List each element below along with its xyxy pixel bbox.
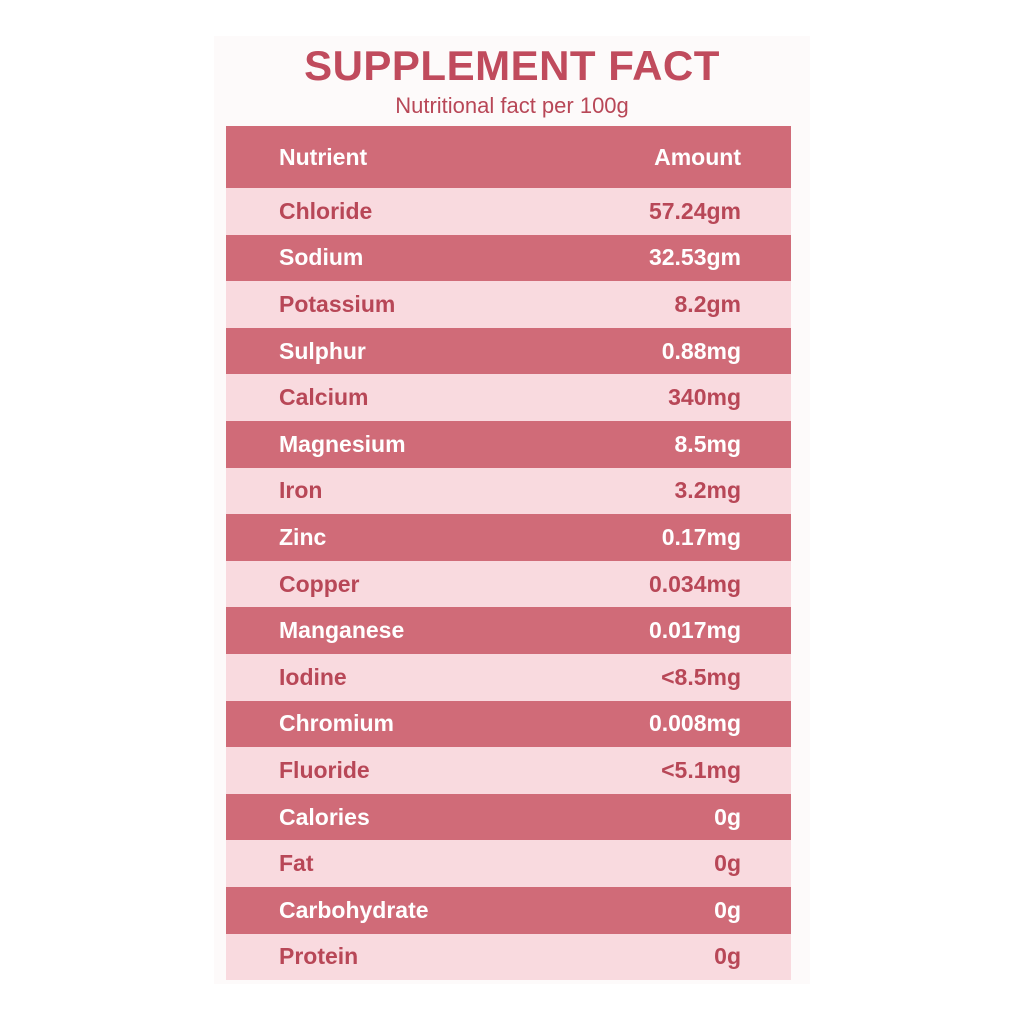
table-row: Protein 0g <box>226 933 791 981</box>
table-row: Zinc 0.17mg <box>226 514 791 561</box>
table-row: Chromium 0.008mg <box>226 700 791 748</box>
amount: 0g <box>714 943 741 970</box>
amount: <8.5mg <box>661 663 741 690</box>
amount: 0g <box>714 803 741 830</box>
nutrient: Iodine <box>279 663 347 690</box>
subtitle: Nutritional fact per 100g <box>395 93 629 118</box>
nutrient: Manganese <box>279 617 405 644</box>
amount: 3.2mg <box>674 477 741 504</box>
amount: 0g <box>714 896 741 923</box>
amount: <5.1mg <box>661 756 741 783</box>
table-row: Calories 0g <box>226 793 791 841</box>
table-row: Iodine <8.5mg <box>226 653 791 701</box>
nutrient: Calories <box>279 803 370 830</box>
amount: 0.008mg <box>648 710 741 737</box>
table-row: Chloride 57.24gm <box>226 188 791 235</box>
nutrient: Fat <box>279 850 314 877</box>
table-row: Carbohydrate 0g <box>226 886 791 934</box>
table-row: Calcium 340mg <box>226 374 791 421</box>
amount: 0.034mg <box>648 570 741 597</box>
amount: 32.53gm <box>648 244 741 271</box>
nutrient: Fluoride <box>279 756 370 783</box>
nutrient: Copper <box>279 570 360 597</box>
header-row: Nutrient Amount <box>226 126 791 188</box>
amount: 340mg <box>668 384 741 411</box>
amount: 8.2gm <box>674 290 741 317</box>
nutrient: Protein <box>279 943 359 970</box>
table-row: Sulphur 0.88mg <box>226 327 791 375</box>
nutrient: Magnesium <box>279 430 406 457</box>
nutrient: Zinc <box>279 523 327 550</box>
amount: 0.17mg <box>661 523 741 550</box>
amount: 8.5mg <box>674 430 741 457</box>
nutrient: Sulphur <box>279 337 366 364</box>
table-row: Fat 0g <box>226 840 791 887</box>
nutrient: Sodium <box>279 244 364 271</box>
nutrient: Chloride <box>279 197 373 224</box>
title: SUPPLEMENT FACT <box>304 42 720 89</box>
table-row: Magnesium 8.5mg <box>226 420 791 468</box>
amount: 0g <box>714 850 741 877</box>
nutrient: Potassium <box>279 290 396 317</box>
column-header: Amount <box>654 143 741 170</box>
table-row: Fluoride <5.1mg <box>226 747 791 794</box>
table-row: Potassium 8.2gm <box>226 281 791 328</box>
nutrient: Carbohydrate <box>279 896 429 923</box>
column-header: Nutrient <box>279 143 368 170</box>
nutrient: Iron <box>279 477 323 504</box>
table-row: Copper 0.034mg <box>226 560 791 608</box>
nutrient: Chromium <box>279 710 394 737</box>
facts-table: Nutrient Amount Chloride 57.24gm Sodium 32.53… <box>226 126 791 981</box>
amount: 0.017mg <box>648 617 741 644</box>
table-row: Sodium 32.53gm <box>226 234 791 282</box>
nutrient: Calcium <box>279 384 369 411</box>
amount: 0.88mg <box>661 337 741 364</box>
table-row: Iron 3.2mg <box>226 467 791 515</box>
table-row: Manganese 0.017mg <box>226 607 791 654</box>
amount: 57.24gm <box>648 197 741 224</box>
